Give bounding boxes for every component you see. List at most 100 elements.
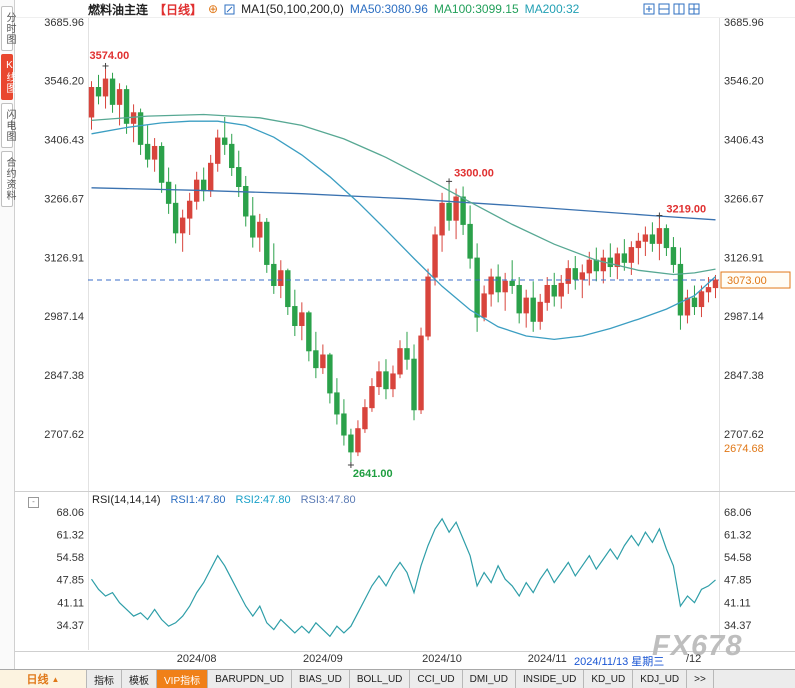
candle-body: [537, 301, 543, 322]
toolbar-item-KDJ_UD[interactable]: KDJ_UD: [633, 670, 688, 688]
rsi-axis-label: 54.58: [724, 552, 752, 564]
grid-layout-icon[interactable]: [688, 3, 700, 15]
toolbar-item->>[interactable]: >>: [687, 670, 714, 688]
rsi-line: [91, 517, 716, 638]
split-horizontal-icon[interactable]: [658, 3, 670, 15]
rsi-label: RSI(14,14,14): [92, 494, 161, 506]
candle-body: [446, 202, 452, 221]
price-marker-label: 2641.00: [353, 468, 393, 480]
candle-body: [467, 223, 473, 259]
candle-body: [334, 392, 340, 415]
rsi3-value: RSI3:47.80: [300, 494, 356, 506]
period-label: 【日线】: [154, 2, 203, 17]
toolbar-item-KD_UD[interactable]: KD_UD: [584, 670, 634, 688]
price-axis-label: 3266.67: [44, 193, 84, 205]
candle-body: [691, 297, 698, 308]
ma100-value: MA100:3099.15: [433, 2, 519, 16]
ma100-line: [91, 113, 716, 276]
period-selector[interactable]: 日线 ▲: [0, 670, 87, 688]
price-axis-label: 3406.43: [44, 135, 84, 147]
candle-body: [116, 89, 123, 105]
candle-body: [656, 228, 663, 244]
period-selector-label: 日线: [26, 674, 49, 686]
svg-text:3073.00: 3073.00: [727, 275, 767, 287]
candle-body: [271, 263, 277, 286]
candle-body: [663, 228, 670, 249]
price-axis-label: 3546.20: [44, 76, 84, 88]
candle-body: [144, 143, 151, 160]
toolbar-item-DMI_UD[interactable]: DMI_UD: [463, 670, 516, 688]
ma-settings-icon[interactable]: [224, 4, 235, 15]
candle-body: [593, 259, 600, 272]
candle-body: [306, 312, 312, 352]
chart-header: 燃料油主连 【日线】 ⊕ MA1(50,100,200,0) MA50:3080.…: [88, 1, 579, 17]
rsi-panel-toggle-icon[interactable]: -: [28, 497, 39, 508]
x-axis-label: 2024/11: [527, 653, 567, 665]
split-vertical-icon[interactable]: [673, 3, 685, 15]
candle-body: [165, 181, 172, 204]
candle-body: [516, 284, 522, 314]
candle-body: [243, 185, 249, 217]
candle-body: [481, 293, 487, 318]
sidebar-tab-lightning[interactable]: 闪电图: [1, 103, 15, 148]
rsi-axis-label: 47.85: [56, 575, 84, 587]
candle-body: [474, 257, 480, 318]
panel-borders: [15, 17, 795, 652]
candle-body: [355, 428, 361, 453]
layout-controls: [643, 3, 700, 15]
candle-body: [390, 373, 396, 390]
candle-body: [565, 268, 571, 284]
price-axis-label: 2987.14: [44, 311, 84, 323]
candle-body: [327, 354, 333, 394]
price-axis-label: 3406.43: [724, 135, 764, 147]
rsi-axis: 68.06 68.06 61.32 61.32 54.58 54.58 47.85 47.85…: [56, 507, 751, 632]
candle-body: [530, 297, 536, 322]
candle-body: [523, 297, 529, 314]
candle-body: [299, 312, 305, 327]
candle-body: [369, 386, 375, 409]
candle-body: [453, 196, 459, 221]
x-axis-label: 2024/09: [302, 653, 343, 665]
toolbar-item-指标[interactable]: 指标: [87, 670, 122, 688]
price-axis: 3685.96 3685.96 3546.20 3546.20 3406.43 3406.…: [44, 17, 764, 441]
sidebar-tab-timeshare[interactable]: 分时图: [1, 6, 15, 51]
price-axis-label: 2987.14: [724, 311, 764, 323]
panel-add-icon[interactable]: [643, 3, 655, 15]
price-marker-label: 3219.00: [666, 204, 706, 216]
toolbar-item-VIP指标[interactable]: VIP指标: [157, 670, 209, 688]
candle-body: [635, 240, 642, 249]
sidebar-tab-kline[interactable]: K线图: [1, 54, 15, 100]
candle-body: [151, 145, 158, 160]
add-indicator-icon[interactable]: ⊕: [208, 2, 219, 16]
settlement-price: 2674.68: [724, 443, 764, 455]
candle-body: [200, 179, 207, 192]
toolbar-item-BOLL_UD[interactable]: BOLL_UD: [350, 670, 411, 688]
candle-body: [411, 358, 417, 411]
ma-group-label: MA1(50,100,200,0): [241, 2, 344, 16]
price-markers: 3574.00 3300.00 3219.00 2641.00: [90, 50, 707, 480]
toolbar-item-BARUPDN_UD[interactable]: BARUPDN_UD: [208, 670, 293, 688]
rsi2-value: RSI2:47.80: [235, 494, 291, 506]
candle-body: [341, 413, 347, 436]
toolbar-item-CCI_UD[interactable]: CCI_UD: [410, 670, 463, 688]
candle-body: [600, 257, 607, 272]
toolbar-item-BIAS_UD[interactable]: BIAS_UD: [292, 670, 350, 688]
candle-body: [250, 215, 256, 238]
price-axis-label: 2847.38: [724, 370, 764, 382]
price-marker-label: 3574.00: [90, 50, 130, 62]
candle-body: [572, 268, 578, 280]
candle-body: [278, 270, 284, 286]
candle-body: [621, 253, 628, 263]
candle-body: [285, 270, 291, 308]
candle-body: [502, 280, 508, 293]
sidebar-tab-contract-info[interactable]: 合约资料: [1, 151, 15, 207]
x-axis-label: 2024/08: [176, 653, 217, 665]
candle-body: [460, 196, 466, 225]
toolbar-item-模板[interactable]: 模板: [122, 670, 157, 688]
rsi-axis-label: 61.32: [56, 530, 84, 542]
rsi-axis-label: 54.58: [56, 552, 84, 564]
price-axis-label: 3685.96: [44, 17, 84, 29]
toolbar-item-INSIDE_UD[interactable]: INSIDE_UD: [516, 670, 585, 688]
rsi1-value: RSI1:47.80: [170, 494, 226, 506]
